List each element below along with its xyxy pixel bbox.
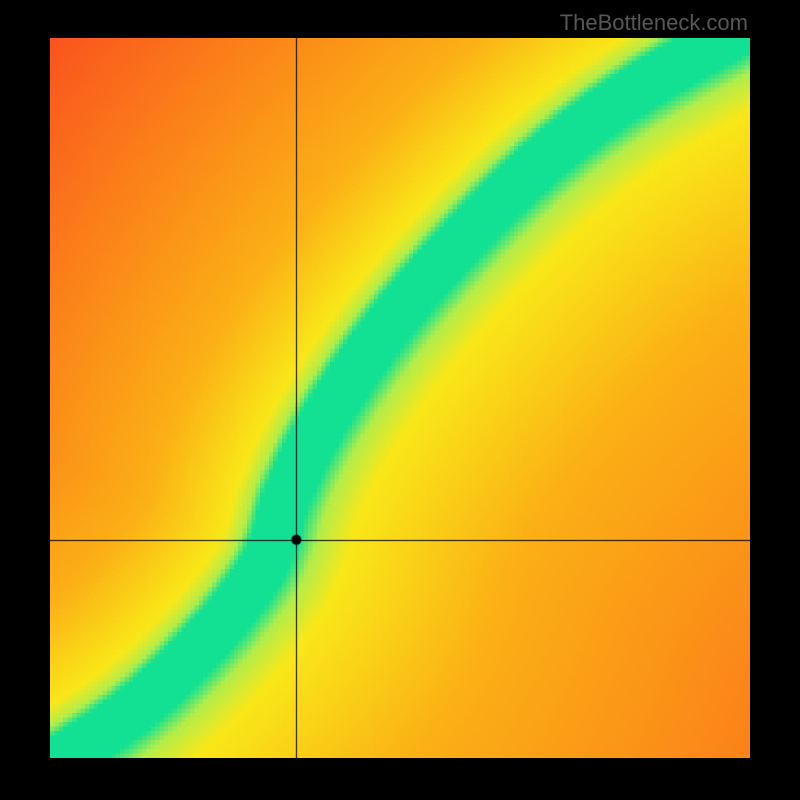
chart-root: TheBottleneck.com bbox=[0, 0, 800, 800]
crosshair-overlay bbox=[50, 38, 750, 758]
watermark-text: TheBottleneck.com bbox=[560, 10, 748, 36]
